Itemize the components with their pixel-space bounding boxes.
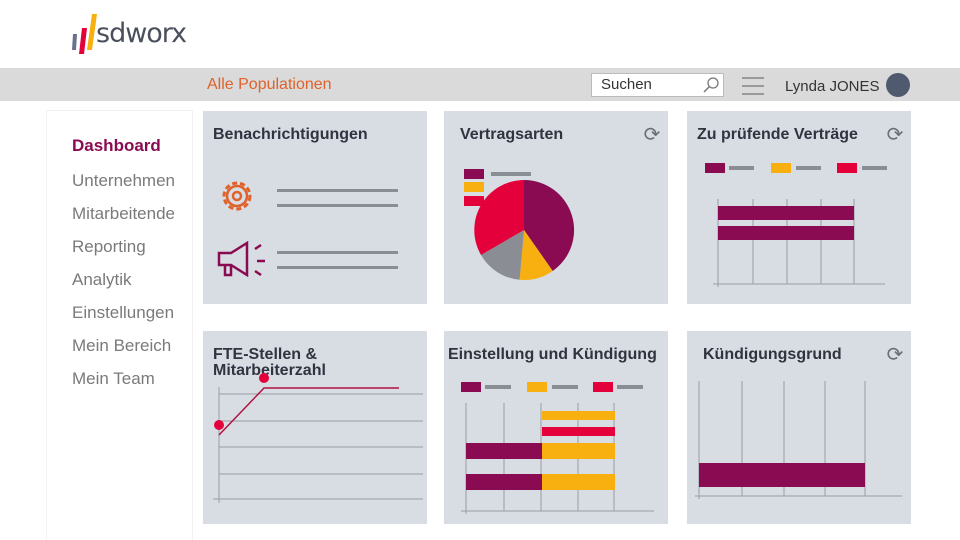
line-series	[218, 387, 399, 436]
pie-slice	[474, 180, 524, 255]
sidebar-item-dashboard[interactable]: Dashboard	[72, 136, 161, 155]
sidebar-item-mein-team[interactable]: Mein Team	[72, 369, 155, 388]
search-icon[interactable]	[702, 76, 720, 94]
card-title: Zu prüfende Verträge	[697, 126, 858, 143]
search-input[interactable]: Suchen	[591, 73, 724, 97]
legend-swatch	[464, 169, 484, 179]
card-fte-stellen[interactable]: FTE-Stellen & Mitarbeiterzahl	[203, 331, 427, 524]
notification-line	[277, 266, 398, 269]
gear-icon	[222, 181, 252, 211]
legend-swatch	[593, 382, 613, 392]
bar	[542, 427, 615, 436]
refresh-icon[interactable]: ⟳	[886, 342, 904, 366]
bar	[466, 474, 542, 490]
card-title: Vertragsarten	[460, 126, 564, 143]
brand-name: sdworx	[96, 18, 187, 49]
pie-slice	[481, 230, 524, 280]
pie-slice	[524, 179, 575, 271]
legend-line	[729, 166, 754, 170]
sdworx-logo	[72, 14, 97, 54]
card-einstellung-kuendigung[interactable]: Einstellung und Kündigung	[444, 331, 668, 524]
bar	[542, 411, 615, 420]
bar	[542, 443, 615, 459]
user-name[interactable]: Lynda JONES	[785, 78, 880, 95]
refresh-icon[interactable]: ⟳	[643, 122, 661, 146]
card-benachrichtigungen[interactable]: Benachrichtigungen	[203, 111, 427, 304]
legend-swatch	[464, 196, 484, 206]
card-title: Kündigungsgrund	[703, 346, 842, 363]
legend-line	[485, 385, 511, 389]
data-point	[214, 420, 224, 430]
sidebar-item-mein-bereich[interactable]: Mein Bereich	[72, 336, 172, 355]
data-point	[259, 373, 269, 383]
card-vertragsarten[interactable]: Vertragsarten ⟳	[444, 111, 668, 304]
sidebar	[47, 111, 192, 540]
sidebar-item-analytik[interactable]: Analytik	[72, 270, 132, 289]
card-zu-pruefende-vertraege[interactable]: Zu prüfende Verträge ⟳	[687, 111, 911, 304]
pie-slice	[519, 230, 553, 281]
bar	[699, 463, 865, 487]
sidebar-item-unternehmen[interactable]: Unternehmen	[72, 171, 176, 190]
legend-line	[862, 166, 887, 170]
avatar[interactable]	[886, 73, 910, 97]
card-title: Benachrichtigungen	[213, 126, 368, 143]
menu-icon[interactable]	[742, 77, 764, 101]
card-title: FTE-Stellen & Mitarbeiterzahl	[213, 346, 326, 379]
legend-swatch	[771, 163, 791, 173]
sidebar-item-mitarbeitende[interactable]: Mitarbeitende	[72, 204, 176, 223]
legend-swatch	[464, 182, 484, 192]
sidebar-item-einstellungen[interactable]: Einstellungen	[72, 303, 175, 322]
legend-swatch	[837, 163, 857, 173]
megaphone-icon	[217, 240, 265, 278]
notification-line	[277, 204, 398, 207]
legend-swatch	[461, 382, 481, 392]
bar	[718, 226, 854, 240]
legend-line	[552, 385, 578, 389]
card-kuendigungsgrund[interactable]: Kündigungsgrund ⟳	[687, 331, 911, 524]
top-bar	[0, 68, 960, 101]
notification-line	[277, 251, 398, 254]
refresh-icon[interactable]: ⟳	[886, 122, 904, 146]
bar	[466, 443, 542, 459]
sidebar-item-reporting[interactable]: Reporting	[72, 237, 146, 256]
population-selector[interactable]: Alle Populationen	[207, 76, 332, 93]
bar	[542, 474, 615, 490]
legend-swatch	[527, 382, 547, 392]
legend-swatch	[705, 163, 725, 173]
bar	[718, 206, 854, 220]
legend-line	[796, 166, 821, 170]
notification-line	[277, 189, 398, 192]
legend-line	[617, 385, 643, 389]
legend-line	[491, 172, 531, 176]
card-title: Einstellung und Kündigung	[448, 346, 657, 363]
